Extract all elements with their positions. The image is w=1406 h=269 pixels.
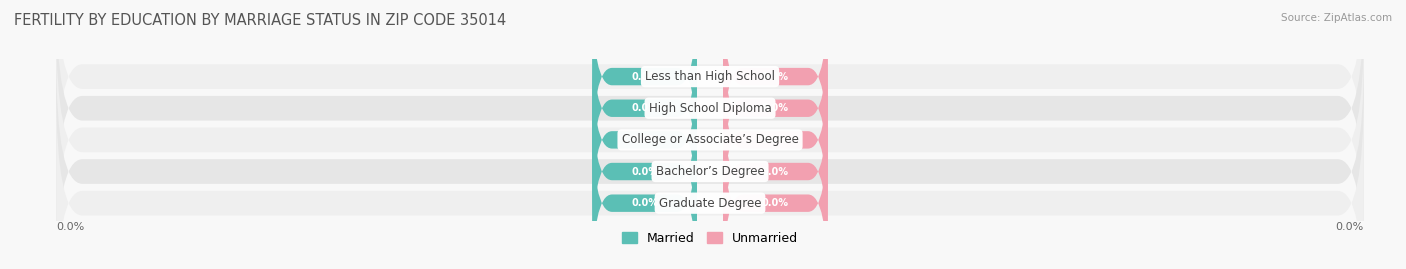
FancyBboxPatch shape (723, 117, 828, 269)
Text: 0.0%: 0.0% (56, 222, 84, 232)
Text: Graduate Degree: Graduate Degree (659, 197, 761, 210)
Text: 0.0%: 0.0% (631, 135, 658, 145)
Text: 0.0%: 0.0% (762, 198, 789, 208)
FancyBboxPatch shape (56, 26, 1364, 254)
Text: 0.0%: 0.0% (762, 135, 789, 145)
FancyBboxPatch shape (56, 89, 1364, 269)
FancyBboxPatch shape (592, 117, 697, 269)
Text: Source: ZipAtlas.com: Source: ZipAtlas.com (1281, 13, 1392, 23)
Text: 0.0%: 0.0% (762, 103, 789, 113)
Text: Less than High School: Less than High School (645, 70, 775, 83)
FancyBboxPatch shape (723, 54, 828, 226)
Legend: Married, Unmarried: Married, Unmarried (617, 227, 803, 250)
FancyBboxPatch shape (56, 0, 1364, 191)
FancyBboxPatch shape (723, 85, 828, 258)
Text: 0.0%: 0.0% (762, 72, 789, 82)
Text: High School Diploma: High School Diploma (648, 102, 772, 115)
Text: College or Associate’s Degree: College or Associate’s Degree (621, 133, 799, 146)
FancyBboxPatch shape (56, 0, 1364, 222)
FancyBboxPatch shape (592, 85, 697, 258)
FancyBboxPatch shape (723, 0, 828, 163)
Text: 0.0%: 0.0% (631, 103, 658, 113)
FancyBboxPatch shape (592, 22, 697, 194)
FancyBboxPatch shape (723, 22, 828, 194)
FancyBboxPatch shape (56, 57, 1364, 269)
Text: 0.0%: 0.0% (631, 198, 658, 208)
FancyBboxPatch shape (592, 54, 697, 226)
Text: 0.0%: 0.0% (631, 167, 658, 176)
Text: 0.0%: 0.0% (762, 167, 789, 176)
Text: Bachelor’s Degree: Bachelor’s Degree (655, 165, 765, 178)
FancyBboxPatch shape (592, 0, 697, 163)
Text: 0.0%: 0.0% (631, 72, 658, 82)
Text: 0.0%: 0.0% (1336, 222, 1364, 232)
Text: FERTILITY BY EDUCATION BY MARRIAGE STATUS IN ZIP CODE 35014: FERTILITY BY EDUCATION BY MARRIAGE STATU… (14, 13, 506, 29)
